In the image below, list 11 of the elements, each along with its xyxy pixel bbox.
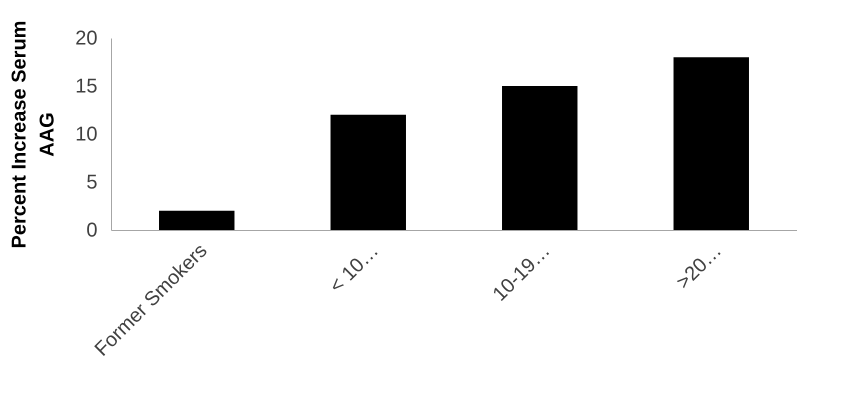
y-tick-label: 5 [86,172,98,194]
y-tick-label: 20 [75,28,98,50]
x-tick-label: < 10… [325,240,384,298]
bar [159,210,234,230]
bar [674,57,749,230]
y-tick-label: 15 [75,76,98,98]
bar [330,114,406,230]
y-tick-label: 0 [86,220,98,242]
y-axis-title: Percent Increase Serum AAG [8,20,58,248]
y-tick-label: 10 [75,124,98,146]
bar [502,86,578,230]
